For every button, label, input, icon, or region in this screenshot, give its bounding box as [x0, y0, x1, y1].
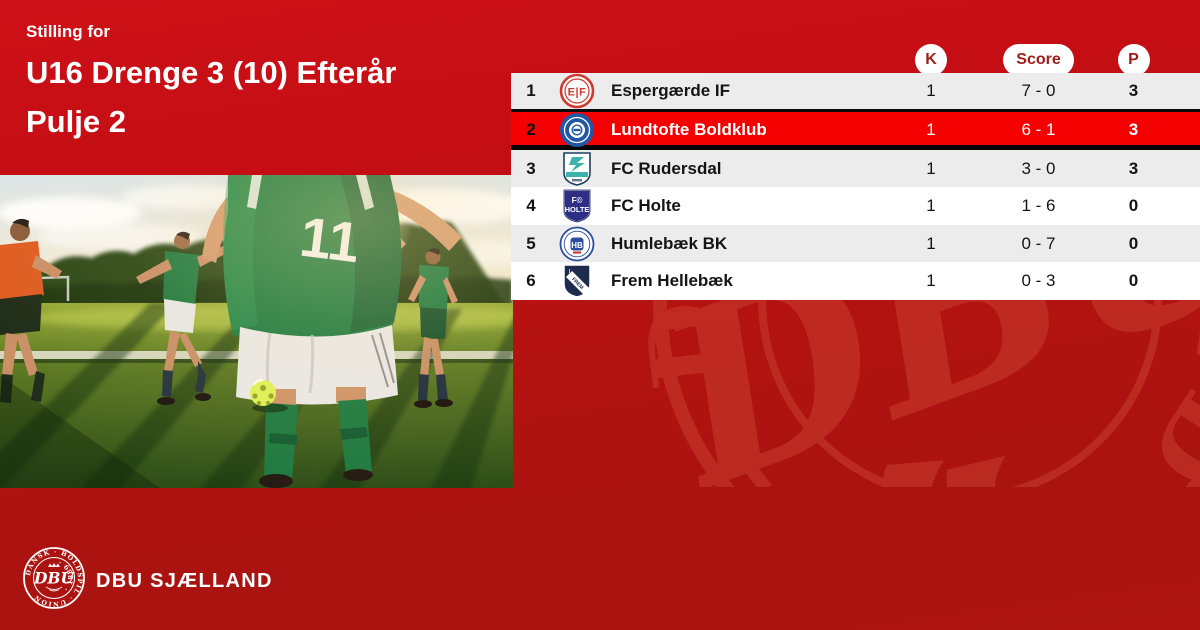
- title-line-2: Pulje 2: [26, 104, 126, 139]
- crest-monogram: DBU: [33, 569, 76, 588]
- club-name: Espergærde IF: [611, 81, 731, 100]
- table-column-headers: K Score P: [511, 44, 1200, 76]
- fc-rudersdal-logo: [560, 151, 594, 187]
- svg-text:II: II: [583, 288, 587, 294]
- highlight-divider-top: [511, 109, 1200, 112]
- lundtofte-boldklub-logo: [559, 112, 595, 148]
- matches-played: 1: [926, 271, 936, 290]
- points: 0: [1128, 196, 1139, 215]
- position-number: 2: [526, 120, 536, 139]
- svg-text:DANSK BOLDSPIL-UNION: DANSK BOLDSPIL-UNION: [570, 300, 1200, 487]
- matches-played: 1: [926, 233, 936, 253]
- watermark-ring-text: DANSK BOLDSPIL-UNION: [570, 300, 1200, 487]
- humlebaek-bk-logo: HB: [559, 226, 595, 262]
- position-number: 1: [526, 81, 536, 100]
- espergaerde-if-logo: E|F: [559, 73, 595, 109]
- match-photo: 11: [0, 156, 570, 491]
- table-row-6: 6 FREM I II Frem Hellebæk 1 0 - 3 0: [511, 262, 1200, 300]
- points: 3: [1128, 120, 1139, 139]
- position-number: 3: [526, 158, 536, 178]
- club-name: FC Holte: [611, 196, 681, 215]
- goal-score: 7 - 0: [1021, 81, 1056, 100]
- eyebrow-text: Stilling for: [26, 22, 111, 41]
- page-title: U16 Drenge 3 (10) Efterår Pulje 2: [26, 48, 396, 146]
- svg-text:I: I: [569, 269, 571, 275]
- goal-score: 0 - 7: [1021, 233, 1056, 253]
- points: 0: [1128, 233, 1139, 253]
- svg-text:E|F: E|F: [568, 87, 587, 99]
- dbu-watermark-crest: DANSK BOLDSPIL-UNION DBU: [540, 300, 1200, 487]
- column-header-score: Score: [1003, 44, 1074, 76]
- matches-played: 1: [926, 120, 936, 139]
- points: 3: [1128, 158, 1139, 178]
- matches-played: 1: [926, 158, 936, 178]
- highlight-divider-bottom: [511, 145, 1200, 150]
- position-number: 5: [526, 233, 536, 253]
- brand-text: DBU SJÆLLAND: [96, 570, 273, 592]
- watermark-monogram: DBU: [625, 300, 1200, 487]
- dbu-crest-logo: DANSK · BOLDSPIL · UNION · 1889 · DBU: [22, 546, 86, 615]
- goal-score: 0 - 3: [1021, 271, 1056, 290]
- fc-holte-logo: F© HOLTE: [561, 188, 593, 224]
- points: 3: [1128, 81, 1139, 100]
- matches-played: 1: [926, 196, 936, 215]
- svg-text:F©: F©: [572, 196, 583, 205]
- table-row-4: 4 F© HOLTE FC Holte 1 1 - 6 0: [511, 187, 1200, 225]
- title-line-1: U16 Drenge 3 (10) Efterår: [26, 55, 397, 90]
- svg-text:HOLTE: HOLTE: [565, 205, 590, 214]
- goal-score: 6 - 1: [1021, 120, 1056, 139]
- club-name: Frem Hellebæk: [611, 271, 733, 290]
- goal-score: 1 - 6: [1021, 196, 1056, 215]
- position-number: 4: [526, 196, 536, 215]
- column-header-p: P: [1117, 44, 1150, 76]
- club-name: Humlebæk BK: [611, 233, 728, 253]
- position-number: 6: [526, 271, 536, 290]
- svg-text:HB: HB: [571, 240, 583, 249]
- club-name: Lundtofte Boldklub: [611, 120, 767, 139]
- matches-played: 1: [926, 81, 936, 100]
- title-block: Stilling for U16 Drenge 3 (10) Efterår P…: [26, 22, 396, 146]
- table-row-2-highlighted: 2 Lundtofte Boldklub 1 6 - 1 3: [511, 112, 1200, 148]
- table-rows: 1 E|F Espergærde IF 1 7 - 0 3 2: [511, 73, 1200, 300]
- goal-score: 3 - 0: [1021, 158, 1056, 178]
- club-name: FC Rudersdal: [611, 158, 722, 178]
- column-header-k: K: [915, 44, 947, 76]
- table-row-5: 5 HB Humlebæk BK 1 0 - 7 0: [511, 225, 1200, 262]
- table-row-3: 3 FC Rudersdal 1 3 - 0 3: [511, 150, 1200, 187]
- frem-hellebaek-logo: FREM I II: [560, 263, 594, 299]
- points: 0: [1128, 271, 1139, 290]
- table-row-1: 1 E|F Espergærde IF 1 7 - 0 3: [511, 73, 1200, 109]
